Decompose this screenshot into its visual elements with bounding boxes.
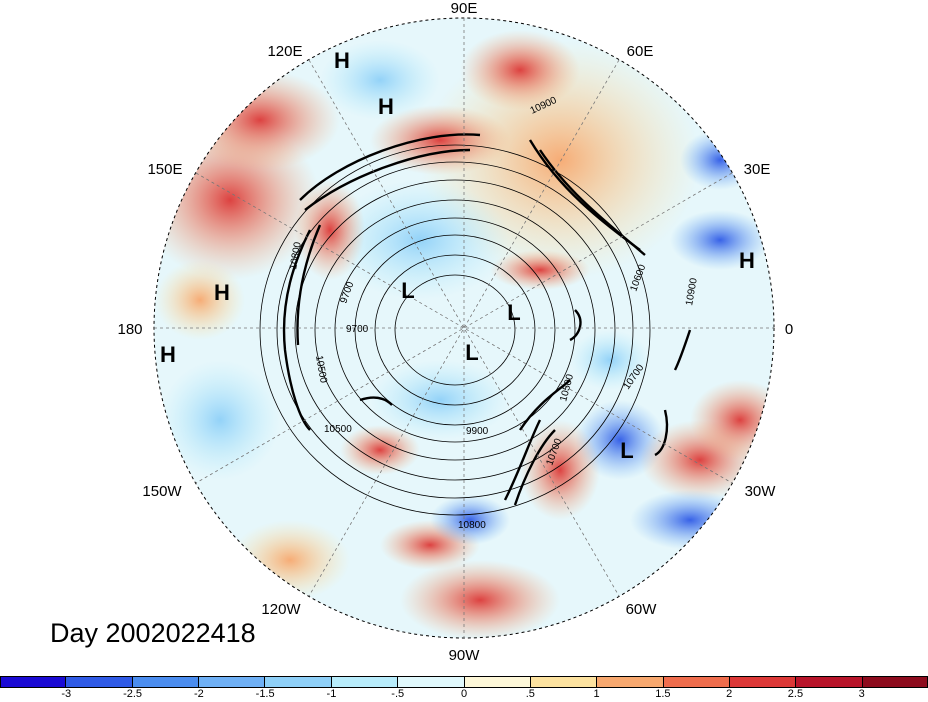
high-center: H <box>160 342 176 367</box>
colorbar-tick-label: -2 <box>193 688 204 700</box>
colorbar <box>0 676 928 688</box>
colorbar-tick-label: -2.5 <box>123 688 143 700</box>
colorbar-swatch <box>796 676 863 688</box>
lon-label-right: 0 <box>785 321 793 338</box>
colorbar-tick-label: 2 <box>726 688 733 700</box>
meridian-grid <box>154 18 774 638</box>
height-contours <box>259 144 651 516</box>
lon-label-right-lower: 30W <box>745 483 777 500</box>
lon-label-lower-left: 120W <box>261 601 301 618</box>
contour-label: 10900 <box>684 277 700 307</box>
colorbar-swatch <box>530 676 598 688</box>
colorbar-swatch <box>597 676 664 688</box>
colorbar-tick-label: .5 <box>525 688 535 700</box>
colorbar-swatch <box>663 676 730 688</box>
colorbar-swatch <box>265 676 332 688</box>
lon-label-bottom: 90W <box>449 647 481 664</box>
lon-label-left: 180 <box>117 321 142 338</box>
contour-label: 10500 <box>324 424 352 435</box>
lon-label-left-upper: 150E <box>147 161 182 178</box>
colorbar-swatch <box>398 676 465 688</box>
colorbar-tick-label: 1.5 <box>655 688 671 700</box>
contour-label: 9700 <box>346 324 369 335</box>
lon-label-top: 90E <box>451 0 478 17</box>
lon-label-lower-right: 60W <box>626 601 658 618</box>
colorbar-swatch <box>66 676 133 688</box>
colorbar-tick-label: 2.5 <box>787 688 804 700</box>
lon-label-upper-right: 60E <box>627 43 654 60</box>
colorbar-swatch <box>331 676 399 688</box>
low-center: L <box>507 300 520 325</box>
colorbar-tick-label: -1 <box>326 688 337 700</box>
low-center: L <box>465 340 478 365</box>
colorbar-tick-label: 1 <box>593 688 600 700</box>
colorbar-tick-label: -1.5 <box>255 688 275 700</box>
contour-label: 10800 <box>458 520 486 531</box>
plot-title: Day 2002022418 <box>50 618 256 648</box>
contour-label: 9900 <box>466 426 489 437</box>
colorbar-swatch <box>464 676 531 688</box>
colorbar-swatch <box>132 676 200 688</box>
lon-label-upper-left: 120E <box>267 43 302 60</box>
contour-label: 10800 <box>288 241 304 271</box>
lon-label-right-upper: 30E <box>744 161 771 178</box>
colorbar-frame <box>0 676 928 688</box>
colorbar-swatch <box>0 676 67 688</box>
colorbar-swatch <box>862 676 928 688</box>
high-center: H <box>334 48 350 73</box>
colorbar-tick-label: 3 <box>858 688 865 700</box>
high-center: H <box>378 94 394 119</box>
lon-label-left-lower: 150W <box>142 483 182 500</box>
jet-contours <box>282 133 692 506</box>
high-center: H <box>739 248 755 273</box>
colorbar-tick-label: -3 <box>61 688 72 700</box>
high-center: H <box>214 280 230 305</box>
colorbar-tick-label: -.5 <box>391 688 405 700</box>
contour-label: 10500 <box>313 355 329 385</box>
colorbar-tick-label: 0 <box>460 688 468 700</box>
colorbar-swatch <box>199 676 266 688</box>
low-center: L <box>401 278 414 303</box>
low-center: L <box>620 438 633 463</box>
colorbar-swatch <box>729 676 797 688</box>
colorbar-ticks: -3 -2.5 -2 -1.5 -1 -.5 0 .5 1 1.5 2 2.5 3 <box>0 688 928 702</box>
anomaly-shading <box>154 18 774 638</box>
